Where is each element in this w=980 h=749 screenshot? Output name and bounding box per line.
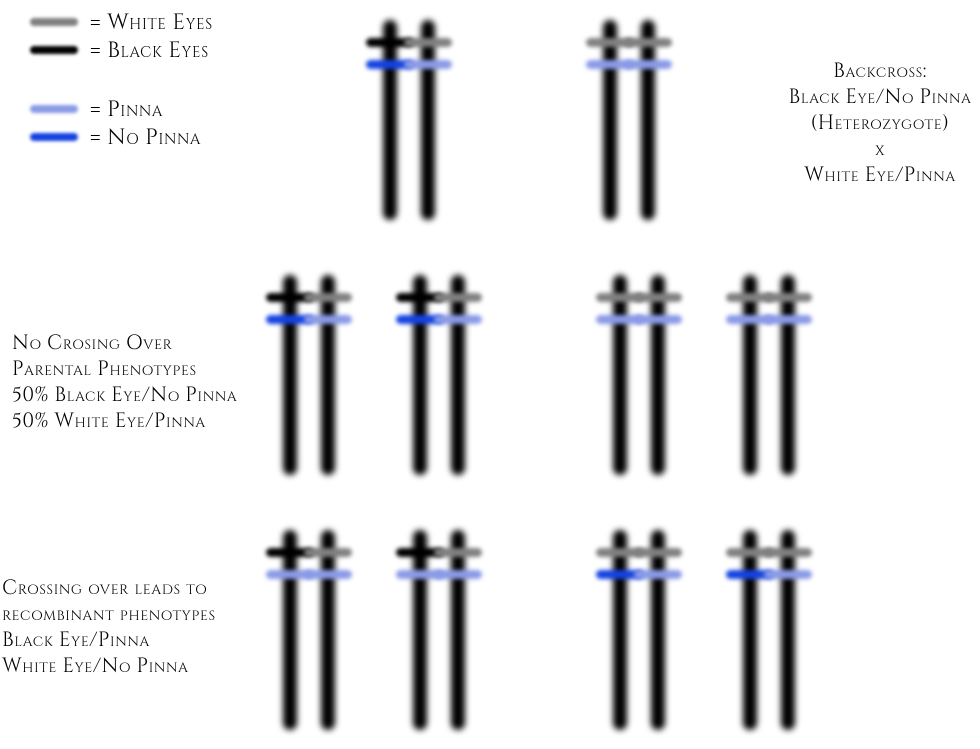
chromatid xyxy=(613,275,627,475)
pinna-allele xyxy=(764,315,812,324)
pinna-allele xyxy=(304,570,352,579)
chromatid xyxy=(641,20,655,220)
diagram-root: { "colors": { "white_eyes": "#808080", "… xyxy=(0,0,980,749)
row2-line: No Crosing Over xyxy=(12,330,172,357)
legend-swatch xyxy=(30,46,78,54)
legend-swatch xyxy=(30,133,78,141)
row2-line: 50% Black Eye/No Pinna xyxy=(12,382,237,409)
eye-allele xyxy=(404,38,452,47)
legend-label: = White Eyes xyxy=(90,9,213,38)
backcross-line: Black Eye/No Pinna xyxy=(780,84,980,111)
chromatid xyxy=(321,275,335,475)
chromatid xyxy=(283,530,297,730)
chromatid xyxy=(283,275,297,475)
backcross-line: White Eye/Pinna xyxy=(780,162,980,189)
backcross-line: Backcross: xyxy=(780,58,980,85)
eye-allele xyxy=(434,548,482,557)
eye-allele xyxy=(624,38,672,47)
pinna-allele xyxy=(434,315,482,324)
legend-label: = No Pinna xyxy=(90,124,201,153)
chromatid xyxy=(421,20,435,220)
row3-line: White Eye/No Pinna xyxy=(2,653,188,680)
eye-allele xyxy=(764,548,812,557)
chromatid xyxy=(651,275,665,475)
chromatid xyxy=(743,275,757,475)
legend-label: = Black Eyes xyxy=(90,37,209,66)
backcross-line: x xyxy=(780,136,980,163)
eye-allele xyxy=(634,293,682,302)
chromatid xyxy=(451,275,465,475)
eye-allele xyxy=(634,548,682,557)
chromatid xyxy=(413,275,427,475)
chromatid xyxy=(781,275,795,475)
backcross-line: (Heterozygote) xyxy=(780,110,980,137)
chromatid xyxy=(613,530,627,730)
eye-allele xyxy=(434,293,482,302)
chromatid xyxy=(743,530,757,730)
row2-line: 50% White Eye/Pinna xyxy=(12,408,206,435)
chromatid xyxy=(321,530,335,730)
pinna-allele xyxy=(634,570,682,579)
row3-line: Crossing over leads to xyxy=(2,575,207,602)
eye-allele xyxy=(304,548,352,557)
chromatid xyxy=(451,530,465,730)
chromatid xyxy=(603,20,617,220)
pinna-allele xyxy=(634,315,682,324)
legend-swatch xyxy=(30,18,78,26)
pinna-allele xyxy=(434,570,482,579)
chromatid xyxy=(413,530,427,730)
pinna-allele xyxy=(304,315,352,324)
pinna-allele xyxy=(624,60,672,69)
row3-line: recombinant phenotypes xyxy=(2,601,216,628)
eye-allele xyxy=(304,293,352,302)
chromatid xyxy=(781,530,795,730)
pinna-allele xyxy=(764,570,812,579)
chromatid xyxy=(383,20,397,220)
legend-label: = Pinna xyxy=(90,96,163,125)
row2-line: Parental Phenotypes xyxy=(12,356,197,383)
pinna-allele xyxy=(404,60,452,69)
legend-swatch xyxy=(30,105,78,113)
row3-line: Black Eye/Pinna xyxy=(2,627,150,654)
eye-allele xyxy=(764,293,812,302)
chromatid xyxy=(651,530,665,730)
